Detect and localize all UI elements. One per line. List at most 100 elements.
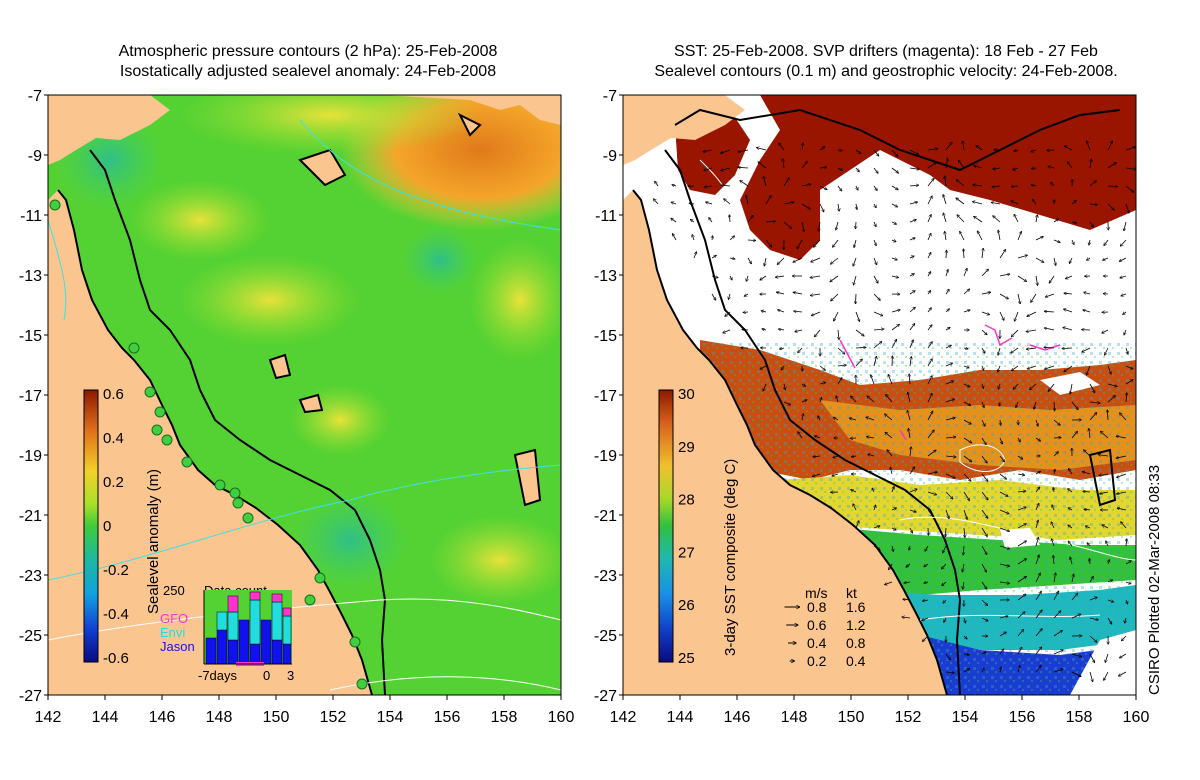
velocity-vector [813,473,821,477]
velocity-vector [924,563,929,567]
velocity-vector [981,419,985,426]
anomaly-yellow-1 [180,255,360,345]
velocity-vector [891,203,897,207]
longitude-label: 142 [35,709,62,726]
velocity-vector [1107,410,1108,421]
velocity-vector [1017,559,1026,565]
velocity-vector [1071,614,1081,619]
velocity-vector [1044,328,1055,331]
anomaly-yellow-4 [430,515,561,605]
velocity-vector [1101,431,1109,439]
velocity-vector [778,310,785,313]
velocity-vector [998,383,1000,389]
velocity-vector [943,545,947,553]
velocity-vector [981,617,988,621]
velocity-vector [999,250,1006,259]
velocity-vector [909,274,914,276]
velocity-vector [981,269,988,277]
velocity-vector [851,456,857,457]
velocity-vector [1102,525,1109,529]
velocity-vector [981,311,989,315]
velocity-vector [853,257,857,266]
velocity-vector [849,418,857,421]
velocity-vector [856,185,858,190]
velocity-vector [963,581,964,589]
velocity-vector [999,509,1009,514]
inset-legend-item: GFO [160,611,188,626]
longitude-label: 160 [548,709,575,726]
velocity-vector [831,293,839,301]
right-reef-200m-contour [664,149,1117,695]
velocity-vector [887,450,893,457]
left-colorbar-label: Sealevel anomaly (m) [145,469,162,614]
velocity-vector [1071,222,1076,223]
velocity-vector [925,545,929,551]
left-title-line1: Atmospheric pressure contours (2 hPa): 2… [118,43,498,60]
velocity-vector [1125,561,1131,565]
velocity-vector [981,527,987,536]
velocity-vector [943,599,947,603]
velocity-vector [981,491,988,500]
velocity-vector [927,376,932,385]
velocity-vector [927,325,932,331]
velocity-vector [837,185,842,191]
track-point [161,434,173,446]
velocity-vector [1053,438,1061,439]
velocity-vector [963,654,969,655]
velocity-vector [873,356,877,367]
velocity-vector [690,219,695,223]
velocity-vector [1053,452,1058,457]
velocity-vector [1018,437,1020,442]
velocity-vector [801,221,804,232]
velocity-vector [831,257,839,264]
velocity-vector [981,581,987,589]
velocity-vector [1070,557,1073,565]
velocity-vector [963,545,964,555]
inset-ymax-label: 250 [163,583,185,598]
velocity-vector [1107,186,1117,187]
right-land-new-guinea [623,95,745,165]
velocity-vector [1036,275,1038,285]
velocity-vector [1116,436,1127,439]
velocity-vector [1064,309,1073,313]
velocity-vector [798,347,803,353]
velocity-vector [873,545,880,550]
longitude-label: 148 [781,709,808,726]
velocity-vector [757,148,767,151]
velocity-vector [974,216,983,223]
velocity-vector [907,410,911,421]
anomaly-yellow-5 [470,240,561,360]
velocity-vector [1051,522,1055,529]
velocity-vector [819,167,827,168]
velocity-vector [1053,239,1060,242]
velocity-vector [815,436,821,439]
velocity-vector [999,473,1006,479]
velocity-vector [927,272,931,277]
velocity-vector [671,202,677,204]
velocity-vector [838,329,839,340]
velocity-vector [927,472,937,475]
velocity-vector [1119,257,1127,261]
latitude-label: -15 [594,328,617,345]
velocity-vector [855,329,864,336]
velocity-vector [1062,348,1073,349]
velocity-vector [1035,573,1040,583]
velocity-vector [1045,365,1055,369]
velocity-vector [909,256,914,258]
velocity-vector [721,149,731,153]
velocity-vector [1086,526,1091,528]
track-point [242,512,254,524]
velocity-vector [889,563,893,570]
velocity-vector [721,167,731,171]
velocity-vector [1120,413,1127,421]
velocity-vector [760,275,767,280]
velocity-vector [909,340,913,349]
velocity-vector [909,527,913,533]
velocity-vector [784,383,785,390]
velocity-vector [1035,237,1043,241]
velocity-vector [801,203,810,209]
velocity-vector [973,202,983,205]
velocity-vector [974,166,983,169]
velocity-vector [783,401,790,405]
velocity-vector [964,527,965,537]
